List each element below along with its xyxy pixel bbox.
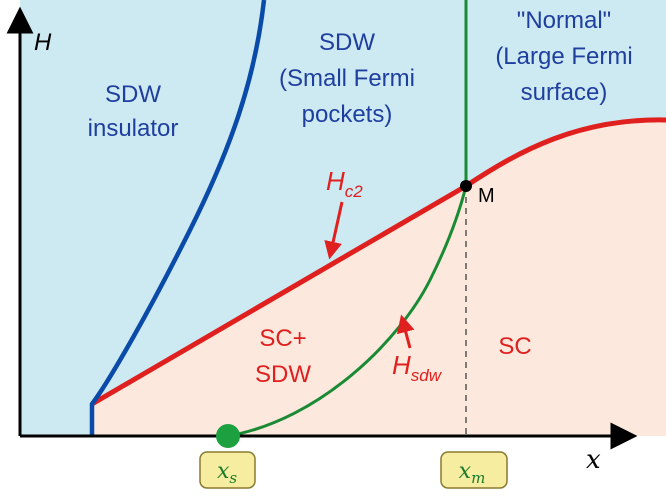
region-sc-sdw-line1: SC+	[259, 325, 306, 352]
hsdw-label-sub: sdw	[411, 366, 443, 385]
region-sc: SC	[498, 333, 531, 360]
region-sdw-small-line3: pockets)	[302, 101, 393, 128]
superconducting-region	[92, 119, 666, 437]
y-axis-label: H	[34, 29, 52, 56]
x-axis-label: x	[586, 445, 601, 475]
xs-marker-box	[199, 451, 256, 489]
hsdw-label: Hsdw	[392, 350, 443, 385]
region-normal-line3: surface)	[521, 79, 608, 106]
hsdw-arrow	[397, 314, 415, 349]
xm-marker-box	[440, 451, 508, 489]
region-normal-line2: (Large Fermi	[495, 43, 632, 70]
region-sc-sdw-line2: SDW	[255, 361, 311, 388]
hc2-label: Hc2	[326, 166, 363, 201]
xs-marker-sub: s	[229, 469, 237, 487]
hc2-arrow	[324, 201, 344, 260]
xm-marker-sub: m	[471, 469, 485, 487]
region-sdw-small-line1: SDW	[319, 29, 375, 56]
xm-marker-main: x	[459, 459, 472, 484]
multicritical-point	[460, 180, 472, 192]
xs-dot	[216, 424, 240, 448]
hsdw-label-main: H	[392, 350, 411, 380]
sdw-insulator-boundary	[89, 0, 267, 436]
hc2-label-sub: c2	[345, 182, 364, 201]
region-normal-line1: "Normal"	[517, 7, 611, 34]
region-sdw-insulator-line2: insulator	[88, 115, 179, 142]
xs-marker-label: xs	[217, 459, 237, 487]
hc2-label-main: H	[326, 166, 345, 196]
hsdw-curve	[227, 185, 468, 438]
point-m-label: M	[478, 185, 495, 207]
hc2-line	[90, 117, 666, 407]
xm-marker-label: xm	[459, 459, 486, 487]
xs-marker-main: x	[217, 459, 230, 484]
region-sdw-insulator-line1: SDW	[105, 81, 161, 108]
region-sdw-small-line2: (Small Fermi	[279, 65, 415, 92]
